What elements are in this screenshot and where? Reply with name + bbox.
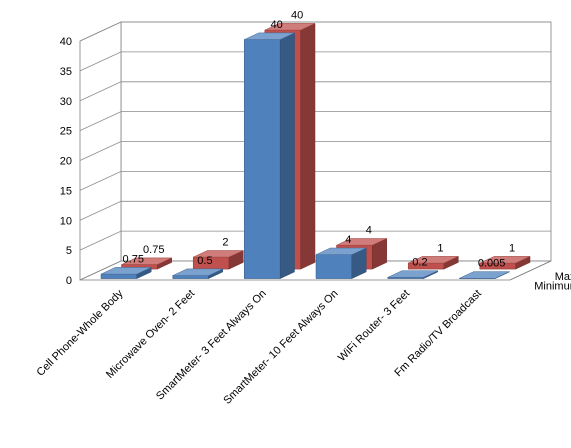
- series-label-minimum: Minimum: [534, 280, 571, 292]
- category-label: WiFi Router- 3 Feet: [336, 288, 412, 364]
- bar-minimum: [100, 267, 152, 279]
- y-tick-label: 35: [60, 66, 72, 78]
- data-label-minimum: 4: [345, 234, 351, 246]
- bar-front-face: [315, 254, 353, 279]
- bar-front-face: [244, 39, 281, 279]
- bar-top-face: [315, 247, 367, 255]
- bar-top-face: [264, 23, 316, 31]
- y-axis-ticks: 0 5 10 15 20 25 30 35 40: [60, 36, 72, 287]
- data-label-minimum: 0.75: [123, 253, 144, 265]
- bar-side-face: [300, 23, 316, 270]
- y-tick-label: 5: [66, 245, 72, 257]
- bar-front-face: [172, 275, 209, 279]
- data-label-maximum: 4: [366, 225, 372, 237]
- bar-minimum: [387, 270, 439, 279]
- data-label-minimum: 40: [270, 19, 282, 31]
- bar-minimum: [315, 247, 367, 279]
- data-label-maximum: 0.75: [143, 244, 164, 256]
- bar-maximum: [407, 256, 459, 270]
- data-label-minimum: 0.5: [197, 255, 212, 267]
- bar-top-face: [408, 256, 459, 264]
- series-axis: MinimumMaximum: [509, 260, 571, 292]
- bar-top-face: [479, 256, 531, 264]
- category-label: SmartMeter- 10 Feet Always On: [221, 288, 340, 407]
- gridline: [79, 170, 551, 191]
- gridline: [79, 260, 551, 281]
- y-tick-label: 30: [60, 96, 72, 108]
- gridline: [79, 111, 551, 131]
- bars: [100, 23, 531, 279]
- bar-top-face: [172, 268, 223, 276]
- data-label-minimum: 0.005: [478, 258, 506, 270]
- bar-top-face: [193, 250, 244, 258]
- data-label-maximum: 1: [509, 242, 515, 254]
- chart-walls: [79, 21, 552, 281]
- depth-axis: [509, 260, 552, 281]
- y-tick-label: 10: [60, 215, 72, 227]
- gridline: [79, 230, 551, 251]
- bar-minimum: [172, 268, 224, 279]
- y-tick-label: 25: [60, 126, 72, 138]
- y-tick-label: 0: [66, 275, 72, 287]
- bar-top-face: [121, 257, 172, 265]
- gridline: [79, 200, 551, 221]
- bar-side-face: [279, 32, 295, 279]
- bar-top-face: [387, 270, 438, 278]
- bar-maximum: [479, 256, 531, 270]
- data-label-maximum: 40: [291, 9, 303, 21]
- bar-top-face: [336, 238, 387, 246]
- gridline: [79, 81, 551, 102]
- data-label-minimum: 0.2: [412, 257, 427, 269]
- bar-minimum: [459, 271, 510, 279]
- bar-top-face: [100, 267, 152, 275]
- y-tick-label: 40: [60, 36, 72, 48]
- bar-top-face: [244, 32, 295, 40]
- bar-minimum: [244, 32, 295, 279]
- bar-top-face: [459, 271, 510, 279]
- y-tick-label: 15: [60, 185, 72, 197]
- data-label-maximum: 1: [437, 242, 443, 254]
- gridline: [79, 51, 551, 72]
- y-tick-label: 20: [60, 156, 72, 168]
- data-label-maximum: 2: [222, 236, 228, 248]
- bar-front-face: [100, 273, 138, 279]
- gridline: [79, 141, 551, 161]
- gridline: [79, 21, 551, 42]
- bar-maximum: [192, 250, 244, 270]
- data-labels: 0.75 2 40 4 1 1 0.75 0.5 40 4 0.2 0.005: [123, 9, 516, 269]
- series-label-maximum: Maximum: [555, 271, 571, 283]
